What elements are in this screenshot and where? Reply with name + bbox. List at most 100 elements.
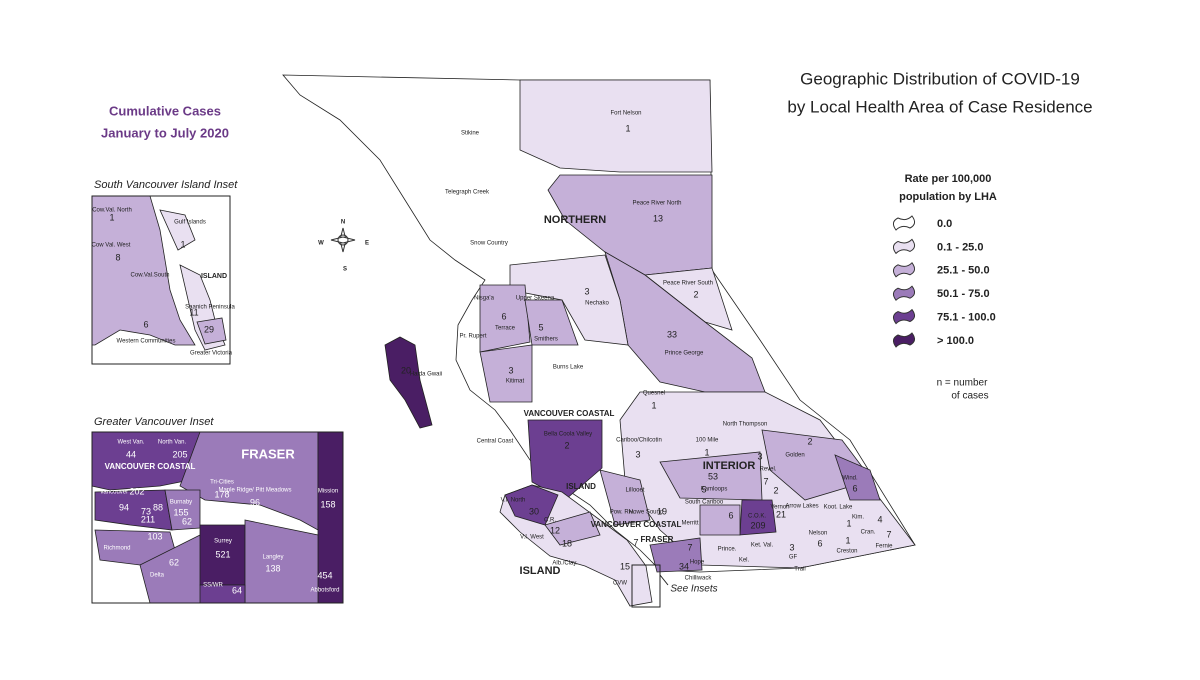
case-count: 103 xyxy=(147,531,162,541)
region-label: ISLAND xyxy=(201,273,227,280)
area-name: North Van. xyxy=(158,440,187,446)
case-count: 4 xyxy=(877,514,882,524)
region-shape xyxy=(544,511,601,546)
area-name: Pr. Rupert xyxy=(459,334,486,340)
area-name: North Thompson xyxy=(723,422,768,428)
area-name: Chilliwack xyxy=(685,576,713,582)
case-count: 6 xyxy=(143,319,148,329)
area-name: Kel. xyxy=(739,558,750,564)
inset-frame xyxy=(91,431,344,604)
area-name: Burns Lake xyxy=(553,365,584,371)
area-name: Trail xyxy=(794,567,805,573)
case-count: 2 xyxy=(564,440,569,450)
region-shape xyxy=(739,499,777,536)
region-shape xyxy=(244,519,319,604)
case-count: 12 xyxy=(550,525,560,535)
area-name: Howe Sound xyxy=(629,510,663,516)
compass xyxy=(330,227,356,253)
area-name: Upper Skeena xyxy=(516,296,555,302)
region-label: ISLAND xyxy=(520,565,561,577)
area-name: Western Communities xyxy=(117,339,176,345)
case-count: 3 xyxy=(789,542,794,552)
region-shape xyxy=(384,336,433,429)
region-shape xyxy=(527,419,603,501)
case-count: 6 xyxy=(852,483,857,493)
area-name: Hope xyxy=(690,560,705,566)
case-count: 19 xyxy=(657,506,667,516)
case-count: 64 xyxy=(232,585,242,595)
region-shape xyxy=(699,504,741,536)
region-shape xyxy=(159,209,196,251)
area-name: Langley xyxy=(262,555,283,561)
case-count: 7 xyxy=(886,529,891,539)
area-name: Fernie xyxy=(875,544,893,550)
area-name: Bella Coola Valley xyxy=(544,432,592,438)
area-name: Golden xyxy=(785,453,804,459)
case-count: 96 xyxy=(250,497,260,507)
area-name: Revel. xyxy=(759,467,776,473)
side-title: January to July 2020 xyxy=(101,125,229,140)
region-shape xyxy=(91,195,196,346)
area-name: Cran. xyxy=(861,530,876,536)
area-name: Cow.Val. North xyxy=(92,208,132,214)
legend-label: 0.1 - 25.0 xyxy=(937,241,983,253)
area-name: West Van. xyxy=(117,440,144,446)
area-name: Fort Nelson xyxy=(610,111,641,117)
region-shape xyxy=(504,484,559,526)
case-count: 138 xyxy=(265,563,280,573)
legend-label: 50.1 - 75.0 xyxy=(937,288,990,300)
compass-label: W xyxy=(318,241,324,247)
case-count: 3 xyxy=(635,449,640,459)
area-name: V.I. West xyxy=(520,535,544,541)
case-count: 1 xyxy=(651,400,656,410)
case-count: 8 xyxy=(115,252,120,262)
case-count: 94 xyxy=(119,502,129,512)
area-name: Saanich Peninsula xyxy=(185,305,235,311)
area-name: Cow.Val.South xyxy=(131,273,170,279)
case-count: 5 xyxy=(538,322,543,332)
case-count: 5 xyxy=(701,484,706,494)
case-count: 155 xyxy=(173,507,188,517)
case-count: 15 xyxy=(620,561,630,571)
legend-swatch xyxy=(892,262,916,278)
area-name: GF xyxy=(789,555,798,561)
area-name: Kamloops xyxy=(701,487,728,493)
case-count: 6 xyxy=(501,311,506,321)
region-shape xyxy=(94,489,173,531)
case-count: 1 xyxy=(704,447,709,457)
case-count: 3 xyxy=(584,286,589,296)
case-count: 62 xyxy=(169,557,179,567)
region-shape xyxy=(599,469,651,526)
see-insets: See Insets xyxy=(670,584,717,595)
region-label: VANCOUVER COASTAL xyxy=(591,520,682,529)
area-name: V.I. North xyxy=(501,498,526,504)
area-name: Prince. xyxy=(718,547,737,553)
area-name: Mission xyxy=(318,489,338,495)
area-name: Lillooet xyxy=(625,488,644,494)
legend-title: Rate per 100,000 xyxy=(905,173,992,185)
case-count: 6 xyxy=(728,510,733,520)
area-name: Abbotsford xyxy=(310,588,339,594)
compass-label: N xyxy=(341,220,345,226)
area-name: Haida Gwaii xyxy=(410,372,442,378)
region-shape xyxy=(519,79,713,173)
area-name: C.R. xyxy=(544,518,556,524)
legend-label: 75.1 - 100.0 xyxy=(937,312,996,324)
case-count: 29 xyxy=(204,324,214,334)
inset-frame xyxy=(631,564,661,608)
legend-note: of cases xyxy=(951,391,988,402)
area-name: Tri-Cities xyxy=(210,480,234,486)
area-name: Cariboo/Chilcotin xyxy=(616,438,662,444)
region-shape xyxy=(479,344,533,403)
case-count: 20 xyxy=(401,365,411,375)
area-name: Nelson xyxy=(809,531,828,537)
case-count: 7 xyxy=(763,476,768,486)
area-name: Surrey xyxy=(214,539,232,545)
area-name: Pow. Riv. xyxy=(610,510,635,516)
case-count: 3 xyxy=(508,365,513,375)
case-count: 1 xyxy=(845,535,850,545)
area-name: Alb./Clay. xyxy=(552,561,578,567)
legend-label: 25.1 - 50.0 xyxy=(937,265,990,277)
area-name: Arrow Lakes xyxy=(785,504,818,510)
